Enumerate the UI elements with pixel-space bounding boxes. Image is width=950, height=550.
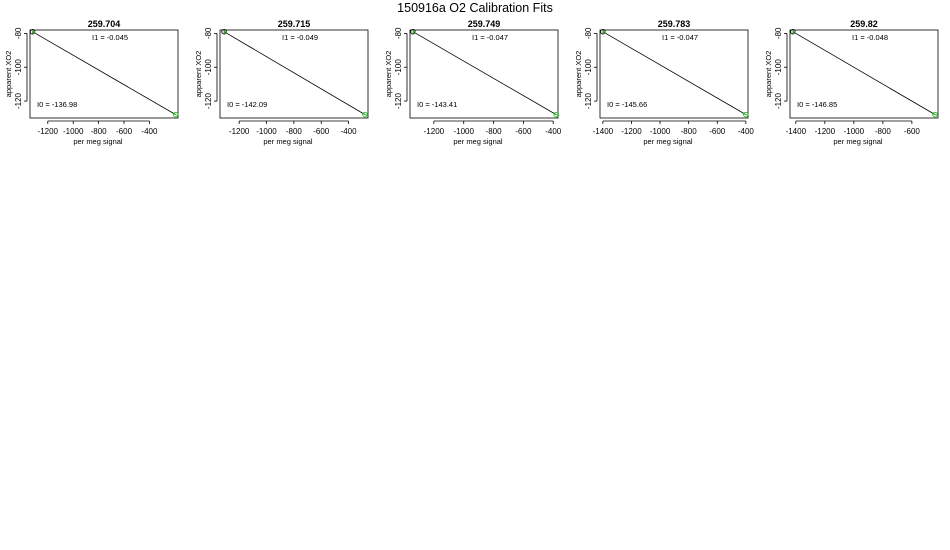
slope-annotation: I1 = -0.047	[472, 33, 508, 42]
slope-annotation: I1 = -0.049	[282, 33, 318, 42]
data-point-green	[172, 111, 179, 118]
data-point-green	[932, 111, 938, 118]
data-point-green-inner	[412, 30, 416, 34]
data-point-green-mark	[553, 113, 560, 116]
fit-line	[32, 31, 176, 115]
fit-line	[412, 31, 557, 115]
x-tick-label: -400	[341, 127, 358, 136]
x-axis-label: per meg signal	[73, 137, 123, 146]
chart-panel-3: 259.749 -1200 -1000 -800 -600 -400 per meg sig…	[384, 19, 562, 146]
slope-annotation: I1 = -0.047	[662, 33, 698, 42]
chart-panel-2: 259.715 -1200 -1000 -800 -600 -400 per meg sig…	[194, 19, 369, 146]
data-point-green-mark	[361, 113, 369, 116]
plot-frame	[599, 29, 749, 119]
x-tick-label: -600	[904, 127, 921, 136]
y-tick-label: -80	[584, 27, 593, 39]
x-tick-label: -1200	[424, 127, 445, 136]
chart-panel-5: 259.82 -1400 -1200 -1000 -800 -600 per meg sig…	[764, 19, 939, 146]
fit-line	[223, 31, 366, 115]
chart-panel-1: 259.704 -1200 -1000 -800 -600 -400 per meg sig…	[4, 19, 179, 146]
y-tick-label: -100	[774, 59, 783, 76]
data-point-green-mark	[172, 113, 179, 116]
x-axis-label: per meg signal	[453, 137, 503, 146]
x-tick-label: -1200	[621, 127, 642, 136]
plot-frame	[219, 29, 369, 119]
page-title: 150916a O2 Calibration Fits	[397, 1, 553, 15]
intercept-annotation: I0 = -146.85	[797, 100, 837, 109]
x-tick-label: -1400	[593, 127, 614, 136]
y-tick-label: -120	[774, 93, 783, 110]
data-point-green	[362, 111, 368, 118]
x-tick-label: -1000	[63, 127, 84, 136]
chart-title: 259.783	[658, 19, 691, 29]
x-tick-label: -1000	[650, 127, 671, 136]
intercept-annotation: I0 = -145.66	[607, 100, 647, 109]
x-tick-label: -1200	[815, 127, 836, 136]
fit-line	[602, 31, 747, 115]
y-tick-label: -100	[14, 59, 23, 76]
plot-frame	[409, 29, 559, 119]
x-tick-label: -400	[738, 127, 755, 136]
y-tick-label: -100	[204, 59, 213, 76]
y-tick-label: -120	[584, 93, 593, 110]
x-axis-label: per meg signal	[263, 137, 313, 146]
x-tick-label: -600	[709, 127, 726, 136]
data-point-green	[553, 111, 559, 118]
x-tick-label: -800	[286, 127, 303, 136]
x-tick-label: -600	[515, 127, 532, 136]
slope-annotation: I1 = -0.048	[852, 33, 888, 42]
x-axis-label: per meg signal	[833, 137, 883, 146]
x-tick-label: -1200	[38, 127, 59, 136]
y-axis-label: apparent XO2	[194, 51, 203, 98]
data-point-green-inner	[31, 30, 36, 34]
y-axis-label: apparent XO2	[764, 51, 773, 98]
x-tick-label: -1200	[229, 127, 250, 136]
intercept-annotation: I0 = -136.98	[37, 100, 77, 109]
chart-title: 259.704	[88, 19, 121, 29]
intercept-annotation: I0 = -143.41	[417, 100, 457, 109]
x-tick-label: -400	[141, 127, 158, 136]
y-tick-label: -100	[394, 59, 403, 76]
chart-panel-4: 259.783 -1400 -1200 -1000 -800 -600 -400 per me…	[574, 19, 754, 146]
y-axis-label: apparent XO2	[574, 51, 583, 98]
x-tick-label: -1000	[453, 127, 474, 136]
y-tick-label: -120	[14, 93, 23, 110]
y-tick-label: -120	[204, 93, 213, 110]
x-tick-label: -600	[313, 127, 330, 136]
x-tick-label: -800	[681, 127, 698, 136]
slope-annotation: I1 = -0.045	[92, 33, 128, 42]
y-axis-label: apparent XO2	[384, 51, 393, 98]
fit-line	[792, 31, 936, 115]
y-tick-label: -80	[14, 27, 23, 39]
intercept-annotation: I0 = -142.09	[227, 100, 267, 109]
chart-title: 259.82	[850, 19, 878, 29]
y-tick-label: -80	[204, 27, 213, 39]
x-tick-label: -800	[91, 127, 108, 136]
y-tick-label: -100	[584, 59, 593, 76]
y-tick-label: -80	[774, 27, 783, 39]
x-axis-label: per meg signal	[643, 137, 693, 146]
plot-frame	[29, 29, 179, 119]
data-point-green-inner	[223, 30, 227, 34]
data-point-green-inner	[792, 30, 796, 34]
x-tick-label: -800	[875, 127, 892, 136]
plot-frame	[789, 29, 939, 119]
y-tick-label: -80	[394, 27, 403, 39]
data-point-green	[743, 111, 749, 118]
x-tick-label: -400	[545, 127, 562, 136]
chart-title: 259.715	[278, 19, 311, 29]
data-point-green-inner	[602, 30, 606, 34]
y-axis-label: apparent XO2	[4, 51, 13, 98]
data-point-green-mark	[742, 113, 749, 116]
x-tick-label: -1000	[844, 127, 865, 136]
x-tick-label: -1400	[786, 127, 807, 136]
x-tick-label: -800	[486, 127, 503, 136]
x-tick-label: -600	[116, 127, 133, 136]
x-tick-label: -1000	[256, 127, 277, 136]
data-point-green-mark	[931, 113, 939, 116]
y-tick-label: -120	[394, 93, 403, 110]
chart-title: 259.749	[468, 19, 501, 29]
